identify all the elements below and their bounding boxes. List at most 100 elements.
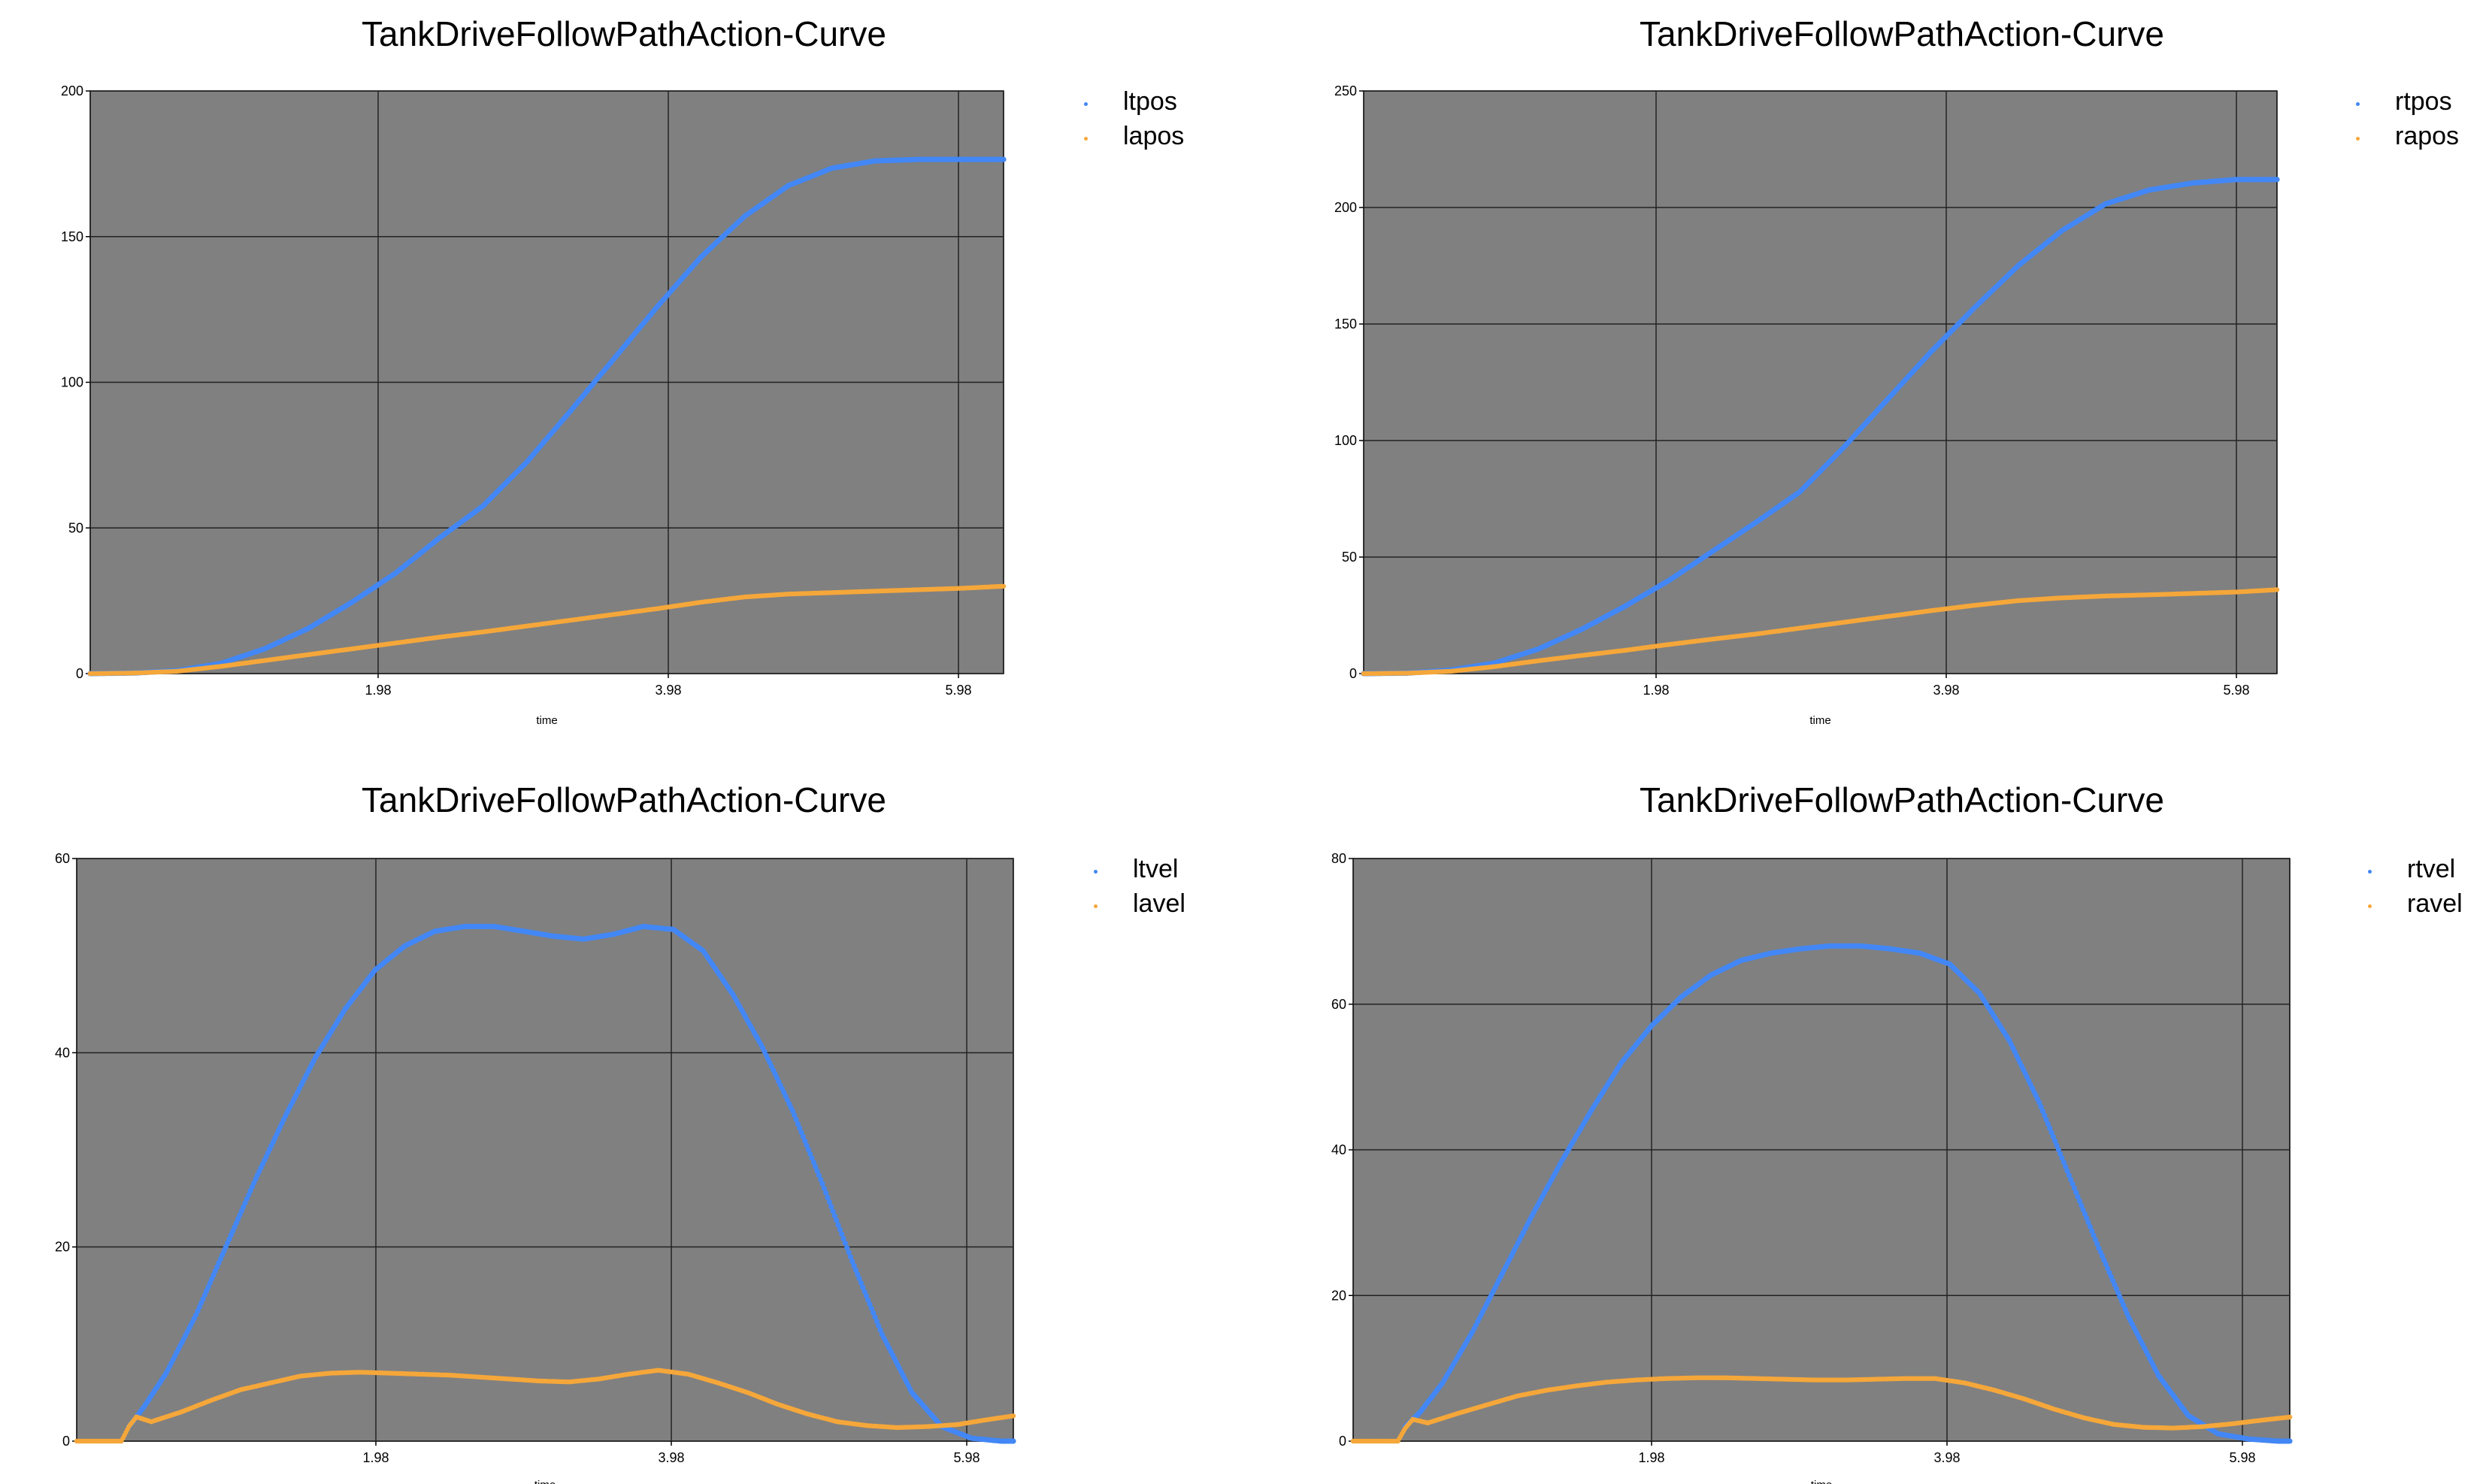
- x-tick-label: 3.98: [655, 683, 681, 698]
- y-tick-label: 100: [1334, 433, 1357, 448]
- x-tick-label: 1.98: [365, 683, 391, 698]
- data-point: [804, 1142, 810, 1148]
- data-point: [816, 1172, 822, 1178]
- data-point: [242, 1200, 248, 1206]
- x-tick-label: 1.98: [1638, 1450, 1664, 1465]
- data-point: [2287, 1414, 2293, 1420]
- chart-title: TankDriveFollowPathAction-Curve: [362, 780, 886, 819]
- data-point: [2087, 1224, 2093, 1230]
- y-tick-label: 60: [1331, 997, 1346, 1012]
- data-point: [865, 1297, 871, 1303]
- data-point: [792, 1112, 798, 1119]
- data-point: [233, 1220, 239, 1226]
- data-point: [2096, 1245, 2102, 1251]
- data-point: [2118, 1298, 2124, 1304]
- data-point: [846, 1249, 852, 1255]
- legend-marker-icon: [1084, 137, 1088, 141]
- legend-marker-icon: [2368, 904, 2372, 908]
- data-point: [2064, 1168, 2070, 1174]
- data-point: [2038, 1104, 2044, 1110]
- x-axis-label: time: [1809, 714, 1830, 727]
- y-tick-label: 200: [61, 83, 83, 98]
- data-point: [2070, 1181, 2076, 1187]
- data-point: [840, 1236, 846, 1242]
- data-point: [2091, 1232, 2097, 1238]
- legend-marker-icon: [1094, 870, 1098, 874]
- data-point: [810, 1159, 816, 1165]
- legend-label: lavel: [1133, 889, 1185, 918]
- data-point: [819, 1181, 825, 1187]
- legend-marker-icon: [1094, 904, 1098, 908]
- legend-label: ltpos: [1123, 87, 1177, 116]
- plot-area: [1363, 90, 2278, 674]
- data-point: [2082, 1211, 2088, 1217]
- legend-label: rtvel: [2407, 855, 2456, 883]
- data-point: [825, 1195, 831, 1201]
- x-tick-label: 3.98: [658, 1450, 684, 1465]
- x-tick-label: 5.98: [953, 1450, 980, 1465]
- legend-marker-icon: [2356, 102, 2360, 106]
- legend-label: lapos: [1123, 122, 1185, 150]
- data-point: [2071, 1185, 2077, 1192]
- data-point: [797, 1125, 803, 1131]
- y-tick-label: 250: [1334, 83, 1357, 98]
- data-point: [872, 1314, 878, 1320]
- series-ltvel: [126, 923, 1016, 1444]
- data-point: [805, 1146, 811, 1152]
- y-tick-label: 0: [1339, 1434, 1346, 1449]
- x-tick-label: 3.98: [1933, 1450, 1960, 1465]
- data-point: [2287, 1438, 2293, 1444]
- data-point: [835, 1222, 841, 1228]
- chart-panel-bottom-right: TankDriveFollowPathAction-Curve 0 20 40 60 80…: [1246, 742, 2492, 1484]
- data-point: [795, 1121, 801, 1127]
- data-point: [842, 1240, 848, 1246]
- data-point: [834, 1217, 840, 1223]
- y-tick-label: 0: [76, 666, 83, 681]
- data-point: [861, 1289, 868, 1295]
- data-point: [789, 1108, 795, 1114]
- data-point: [2112, 1282, 2118, 1288]
- data-point: [2113, 1286, 2119, 1292]
- data-point: [2036, 1099, 2042, 1106]
- data-point: [2108, 1274, 2114, 1280]
- y-tick-label: 150: [61, 229, 83, 244]
- data-point: [830, 1208, 836, 1214]
- data-point: [2122, 1306, 2128, 1313]
- data-point: [2042, 1113, 2048, 1119]
- data-point: [2063, 1164, 2069, 1170]
- data-point: [807, 1151, 813, 1157]
- legend-marker-icon: [1084, 102, 1088, 106]
- chart-svg: 0 50 100 150 200 1.98 3.98 5.98 time: [61, 83, 1007, 727]
- series-ravel: [1350, 1375, 2293, 1444]
- data-point: [802, 1138, 808, 1144]
- series-rtpos: [1361, 177, 2280, 677]
- legend-marker-icon: [2368, 870, 2372, 874]
- chart-panel-top-left: TankDriveFollowPathAction-Curve 0 50 100 150…: [0, 0, 1246, 742]
- data-point: [844, 1245, 850, 1251]
- data-point: [856, 1276, 862, 1282]
- data-point: [2121, 1302, 2127, 1308]
- y-tick-label: 60: [55, 851, 70, 866]
- data-point: [809, 1155, 815, 1161]
- chart-panel-top-right: TankDriveFollowPathAction-Curve 0 50 100 150…: [1246, 0, 2492, 742]
- y-tick-label: 50: [1342, 550, 1357, 565]
- x-tick-label: 5.98: [2223, 683, 2249, 698]
- series-lavel: [74, 1367, 1016, 1444]
- data-point: [1001, 583, 1007, 589]
- data-point: [2039, 1108, 2045, 1114]
- x-tick-label: 3.98: [1933, 683, 1959, 698]
- legend-label: rapos: [2395, 122, 2460, 150]
- data-point: [2101, 1257, 2107, 1264]
- x-axis-label: time: [1811, 1479, 1832, 1484]
- data-point: [851, 1263, 857, 1269]
- chart-svg: 0 20 40 60 1.98 3.98 5.98 time: [55, 851, 1016, 1484]
- chart-panel-bottom-left: TankDriveFollowPathAction-Curve 0 20 40 60 1.…: [0, 742, 1246, 1484]
- data-point: [800, 1134, 806, 1140]
- data-point: [855, 1271, 861, 1277]
- data-point: [867, 1301, 873, 1307]
- data-point: [826, 1199, 832, 1205]
- data-point: [876, 1322, 882, 1329]
- y-tick-label: 0: [1349, 666, 1357, 681]
- data-point: [2075, 1194, 2081, 1200]
- data-point: [823, 1190, 829, 1196]
